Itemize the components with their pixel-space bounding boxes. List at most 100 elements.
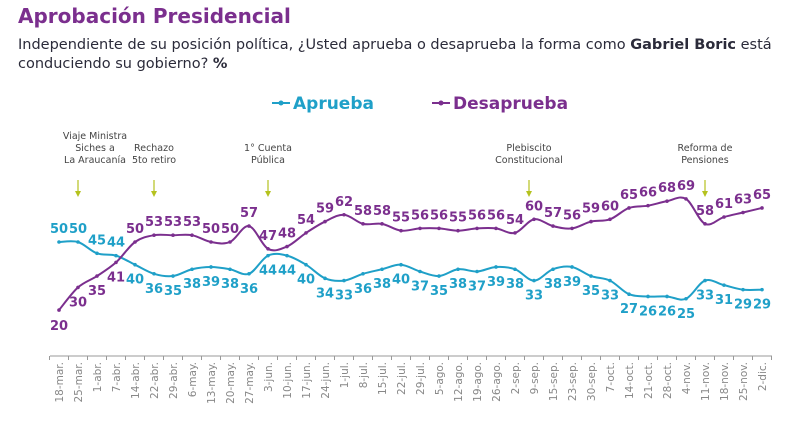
desaprueba-point xyxy=(304,231,308,235)
aprueba-point xyxy=(342,278,346,283)
x-tick-label: 26-ago. xyxy=(491,362,503,402)
aprueba-data-label: 38 xyxy=(373,277,391,292)
aprueba-data-label: 45 xyxy=(88,233,106,248)
aprueba-point xyxy=(627,292,631,297)
aprueba-data-label: 38 xyxy=(221,277,239,292)
desaprueba-data-label: 60 xyxy=(525,199,543,214)
aprueba-point xyxy=(209,265,213,269)
desaprueba-point xyxy=(266,247,270,251)
x-tick-label: 25-nov. xyxy=(738,362,750,401)
legend-aprueba: Aprueba xyxy=(293,94,374,114)
x-tick-label: 30-sep. xyxy=(586,362,598,401)
desaprueba-point xyxy=(190,233,194,237)
aprueba-point xyxy=(266,253,270,258)
aprueba-data-label: 36 xyxy=(354,282,372,297)
aprueba-point xyxy=(418,269,422,274)
desaprueba-point xyxy=(494,226,498,231)
x-tick-label: 3-jun. xyxy=(263,362,275,392)
aprueba-data-label: 50 xyxy=(69,222,87,237)
aprueba-point xyxy=(684,296,688,301)
aprueba-data-label: 36 xyxy=(240,282,258,297)
aprueba-point xyxy=(361,271,365,276)
desaprueba-point xyxy=(57,308,61,312)
desaprueba-point xyxy=(228,240,232,244)
aprueba-point xyxy=(703,278,707,283)
aprueba-point xyxy=(114,253,118,258)
desaprueba-point xyxy=(418,226,422,231)
desaprueba-data-label: 30 xyxy=(69,295,87,310)
aprueba-data-label: 25 xyxy=(677,307,695,322)
desaprueba-point xyxy=(684,197,688,201)
x-tick-label: 5-ago. xyxy=(434,362,446,395)
desaprueba-point xyxy=(380,222,384,226)
desaprueba-data-label: 68 xyxy=(658,181,676,196)
desaprueba-data-label: 50 xyxy=(221,222,239,237)
desaprueba-data-label: 56 xyxy=(468,208,486,223)
aprueba-data-label: 35 xyxy=(164,284,182,299)
desaprueba-data-label: 58 xyxy=(696,204,714,219)
desaprueba-data-label: 35 xyxy=(88,284,106,299)
desaprueba-data-label: 61 xyxy=(715,197,733,212)
subtitle-text-end: está conduciendo su gobierno? xyxy=(18,37,772,72)
aprueba-data-label: 38 xyxy=(544,277,562,292)
x-tick-label: 4-nov. xyxy=(681,362,693,394)
aprueba-point xyxy=(608,278,612,283)
annotation-label: Plebiscito xyxy=(506,143,551,154)
aprueba-data-label: 31 xyxy=(715,293,733,308)
aprueba-data-label: 39 xyxy=(563,275,581,290)
x-tick-label: 9-sep. xyxy=(529,362,541,394)
desaprueba-point xyxy=(608,217,612,222)
annotation-label: Reforma de xyxy=(678,143,733,154)
x-tick-label: 1-jul. xyxy=(339,362,351,388)
annotation-label: Pensiones xyxy=(681,155,729,166)
x-tick-label: 17-jun. xyxy=(301,362,313,399)
desaprueba-data-label: 56 xyxy=(563,208,581,223)
desaprueba-point xyxy=(475,226,479,231)
aprueba-point xyxy=(380,267,384,272)
desaprueba-point xyxy=(741,210,745,215)
desaprueba-data-label: 50 xyxy=(202,222,220,237)
desaprueba-data-label: 47 xyxy=(259,229,277,244)
aprueba-point xyxy=(247,271,251,276)
aprueba-point xyxy=(57,240,61,244)
desaprueba-data-label: 54 xyxy=(506,213,524,228)
aprueba-point xyxy=(513,267,517,272)
aprueba-data-label: 35 xyxy=(430,284,448,299)
desaprueba-point xyxy=(133,240,137,244)
aprueba-data-label: 26 xyxy=(658,304,676,319)
aprueba-point xyxy=(532,278,536,283)
aprueba-point xyxy=(190,267,194,272)
desaprueba-point xyxy=(152,233,156,237)
desaprueba-data-label: 53 xyxy=(145,215,163,230)
aprueba-point xyxy=(722,283,726,287)
aprueba-point xyxy=(760,287,764,292)
x-tick-label: 20-may. xyxy=(225,362,237,404)
aprueba-data-label: 44 xyxy=(259,264,277,279)
x-tick-label: 15-sep. xyxy=(548,362,560,401)
annotation-arrowhead-icon xyxy=(265,191,271,197)
aprueba-point xyxy=(437,274,441,278)
desaprueba-data-label: 69 xyxy=(677,179,695,194)
aprueba-data-label: 44 xyxy=(278,264,296,279)
desaprueba-data-label: 66 xyxy=(639,186,657,201)
aprueba-point xyxy=(76,240,80,244)
desaprueba-point xyxy=(722,215,726,219)
aprueba-data-label: 26 xyxy=(639,304,657,319)
desaprueba-point xyxy=(570,226,574,231)
desaprueba-data-label: 54 xyxy=(297,213,315,228)
annotation-label: Siches a xyxy=(75,143,115,154)
x-tick-label: 14-abr. xyxy=(130,362,142,399)
desaprueba-data-label: 60 xyxy=(601,199,619,214)
desaprueba-point xyxy=(114,260,118,265)
x-tick-label: 11-nov. xyxy=(700,362,712,401)
desaprueba-point xyxy=(171,233,175,237)
x-tick-label: 14-oct. xyxy=(624,362,636,399)
aprueba-data-label: 29 xyxy=(734,298,752,313)
desaprueba-data-label: 20 xyxy=(50,319,68,334)
aprueba-point xyxy=(95,251,99,256)
aprueba-data-label: 38 xyxy=(506,277,524,292)
aprueba-data-label: 38 xyxy=(183,277,201,292)
aprueba-data-label: 33 xyxy=(335,289,353,304)
